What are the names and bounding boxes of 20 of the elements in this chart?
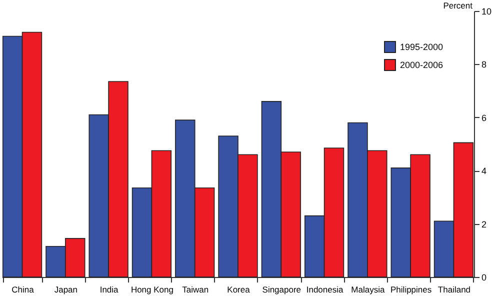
x-tick-label: Malaysia [351,284,385,294]
x-tick-label: Korea [227,284,250,294]
y-tick-label: 6 [482,112,487,123]
x-tick-label: India [100,284,119,294]
x-tick-label: Hong Kong [130,284,174,294]
y-tick-label: 10 [482,6,492,16]
y-tick-label: 0 [482,272,487,282]
legend-label: 1995-2000 [400,42,444,52]
x-tick-label: Singapore [262,284,302,294]
legend-label: 2000-2006 [400,60,444,70]
x-tick-label: Japan [54,284,78,294]
y-tick-label: 8 [482,60,487,70]
y-tick-label: 4 [482,166,487,176]
y-tick-label: 2 [482,219,487,230]
x-tick-label: China [12,284,34,294]
x-tick-label: Thailand [438,284,471,294]
x-tick-label: Taiwan [182,284,209,294]
x-tick-label: Indonesia [306,284,344,294]
x-tick-label: Philippines [390,284,432,294]
y-axis-title: Percent [443,0,474,10]
